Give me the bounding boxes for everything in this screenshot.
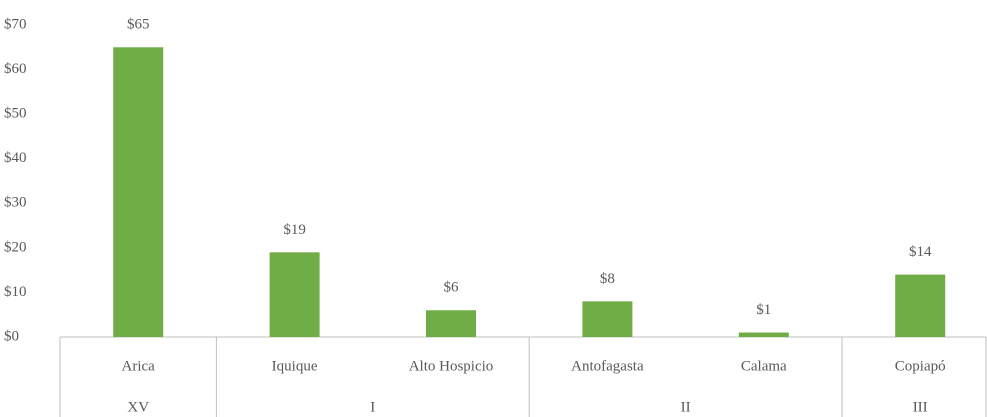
data-label: $65 <box>127 17 150 33</box>
y-tick-label: $60 <box>4 61 27 77</box>
bar <box>582 301 633 337</box>
y-tick-label: $30 <box>4 195 27 211</box>
y-tick-label: $70 <box>4 16 27 32</box>
data-label: $19 <box>283 222 306 238</box>
bar <box>269 252 320 337</box>
data-label: $1 <box>756 302 771 318</box>
x-tick-label: Iquique <box>272 358 318 374</box>
x-tick-label: Arica <box>122 358 156 374</box>
data-label: $8 <box>600 271 615 287</box>
y-tick-label: $50 <box>4 106 27 122</box>
bar <box>113 47 164 338</box>
group-label: II <box>681 399 691 415</box>
x-tick-label: Copiapó <box>895 358 946 374</box>
group-label: I <box>370 399 375 415</box>
data-label: $6 <box>444 280 460 296</box>
x-tick-label: Calama <box>741 358 787 374</box>
y-tick-label: $40 <box>4 150 27 166</box>
x-tick-label: Alto Hospicio <box>409 358 494 374</box>
group-label: III <box>913 399 928 415</box>
y-tick-label: $10 <box>4 284 27 300</box>
y-tick-label: $20 <box>4 239 27 255</box>
y-tick-label: $0 <box>4 328 19 344</box>
bar <box>738 332 789 337</box>
x-tick-label: Antofagasta <box>571 358 644 374</box>
bar <box>426 310 476 337</box>
group-label: XV <box>127 399 149 415</box>
bar <box>895 274 946 337</box>
data-label: $14 <box>909 244 932 260</box>
